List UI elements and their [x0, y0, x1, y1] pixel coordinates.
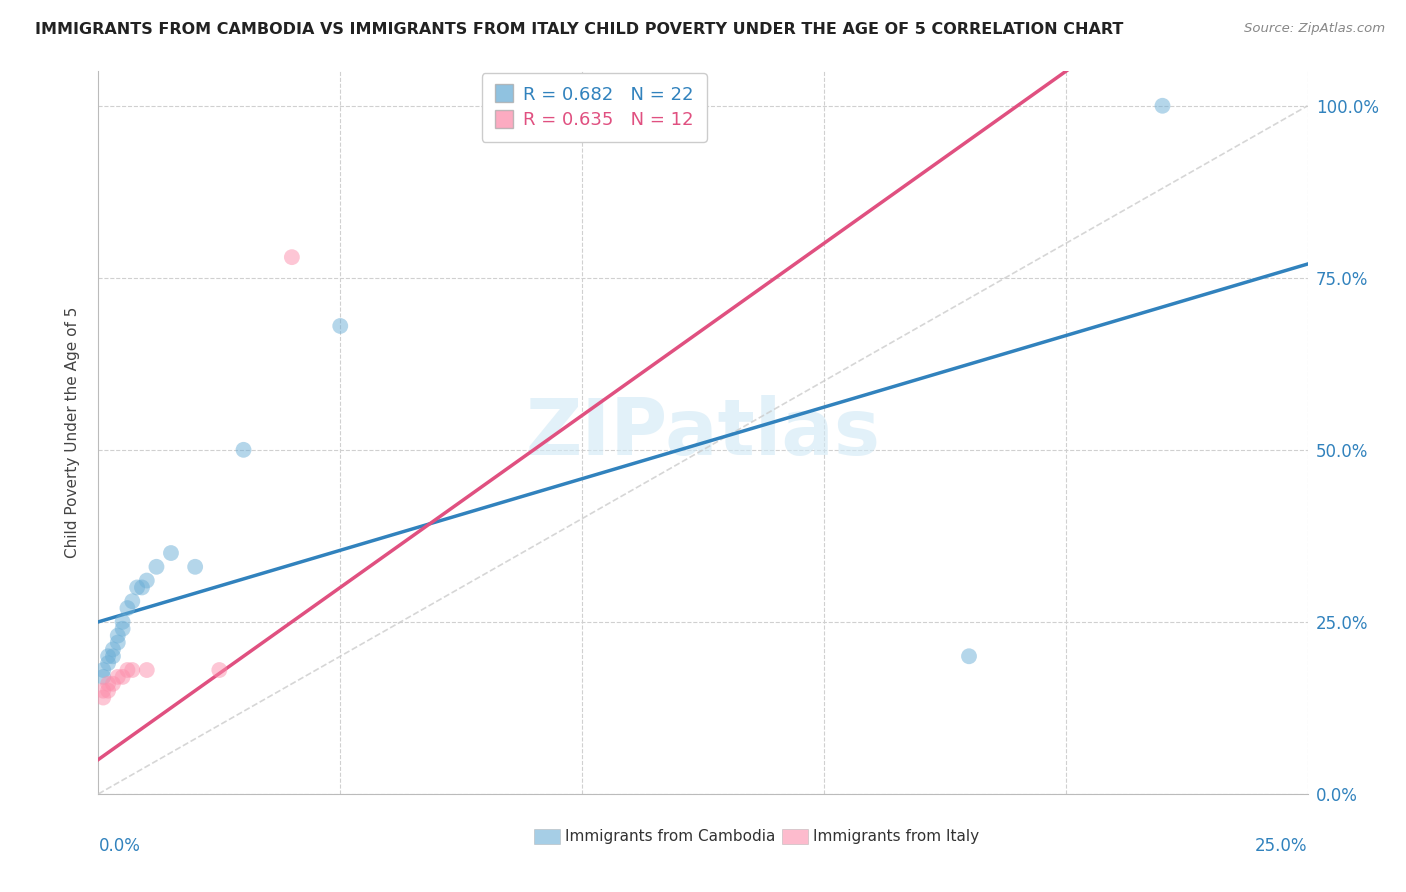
Point — [1152, 99, 1174, 113]
Point — [117, 663, 139, 677]
Point — [101, 649, 124, 664]
Point — [91, 670, 114, 684]
Point — [111, 615, 134, 629]
Point — [107, 629, 129, 643]
Point — [91, 683, 114, 698]
Text: 0.0%: 0.0% — [98, 838, 141, 855]
Point — [101, 642, 124, 657]
Point — [232, 442, 254, 457]
Point — [111, 670, 134, 684]
Point — [97, 649, 120, 664]
Point — [127, 581, 149, 595]
Point — [117, 601, 139, 615]
Point — [107, 635, 129, 649]
Point — [97, 683, 120, 698]
Legend: R = 0.682   N = 22, R = 0.635   N = 12: R = 0.682 N = 22, R = 0.635 N = 12 — [482, 73, 706, 142]
Point — [111, 622, 134, 636]
Point — [329, 318, 352, 333]
Point — [281, 250, 304, 264]
Point — [145, 559, 167, 574]
Point — [135, 574, 157, 588]
FancyBboxPatch shape — [534, 829, 561, 845]
Text: ZIPatlas: ZIPatlas — [526, 394, 880, 471]
FancyBboxPatch shape — [782, 829, 808, 845]
Point — [957, 649, 980, 664]
Point — [121, 594, 143, 608]
Text: Immigrants from Cambodia: Immigrants from Cambodia — [565, 829, 776, 844]
Point — [160, 546, 183, 560]
Point — [121, 663, 143, 677]
Text: Immigrants from Italy: Immigrants from Italy — [813, 829, 979, 844]
Point — [135, 663, 157, 677]
Y-axis label: Child Poverty Under the Age of 5: Child Poverty Under the Age of 5 — [65, 307, 80, 558]
Text: IMMIGRANTS FROM CAMBODIA VS IMMIGRANTS FROM ITALY CHILD POVERTY UNDER THE AGE OF: IMMIGRANTS FROM CAMBODIA VS IMMIGRANTS F… — [35, 22, 1123, 37]
Point — [91, 690, 114, 705]
Point — [208, 663, 231, 677]
Text: Source: ZipAtlas.com: Source: ZipAtlas.com — [1244, 22, 1385, 36]
Point — [91, 663, 114, 677]
Point — [101, 677, 124, 691]
Point — [107, 670, 129, 684]
Point — [184, 559, 207, 574]
Point — [97, 677, 120, 691]
Point — [131, 581, 153, 595]
Point — [97, 656, 120, 670]
Text: 25.0%: 25.0% — [1256, 838, 1308, 855]
